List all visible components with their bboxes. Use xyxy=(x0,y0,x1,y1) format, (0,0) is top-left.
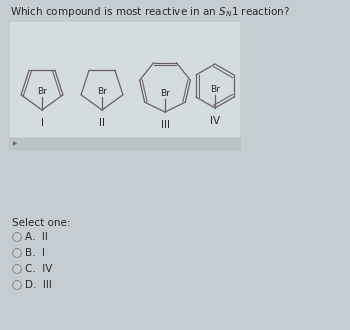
Text: Br: Br xyxy=(160,89,170,98)
FancyBboxPatch shape xyxy=(9,21,241,138)
Text: III: III xyxy=(161,120,169,130)
Text: IV: IV xyxy=(210,116,220,126)
Text: Which compound is most reactive in an $S_N$1 reaction?: Which compound is most reactive in an $S… xyxy=(10,5,290,19)
Text: C.  IV: C. IV xyxy=(25,264,52,274)
Text: D.  III: D. III xyxy=(25,280,52,290)
FancyBboxPatch shape xyxy=(9,139,240,149)
Text: Br: Br xyxy=(37,87,47,96)
Text: Br: Br xyxy=(97,87,107,96)
Text: Select one:: Select one: xyxy=(12,218,70,228)
Text: B.  I: B. I xyxy=(25,248,45,258)
Text: II: II xyxy=(99,118,105,128)
Text: I: I xyxy=(41,118,43,128)
Text: ▶: ▶ xyxy=(13,142,17,147)
Text: A.  II: A. II xyxy=(25,232,48,242)
Text: Br: Br xyxy=(210,85,220,94)
